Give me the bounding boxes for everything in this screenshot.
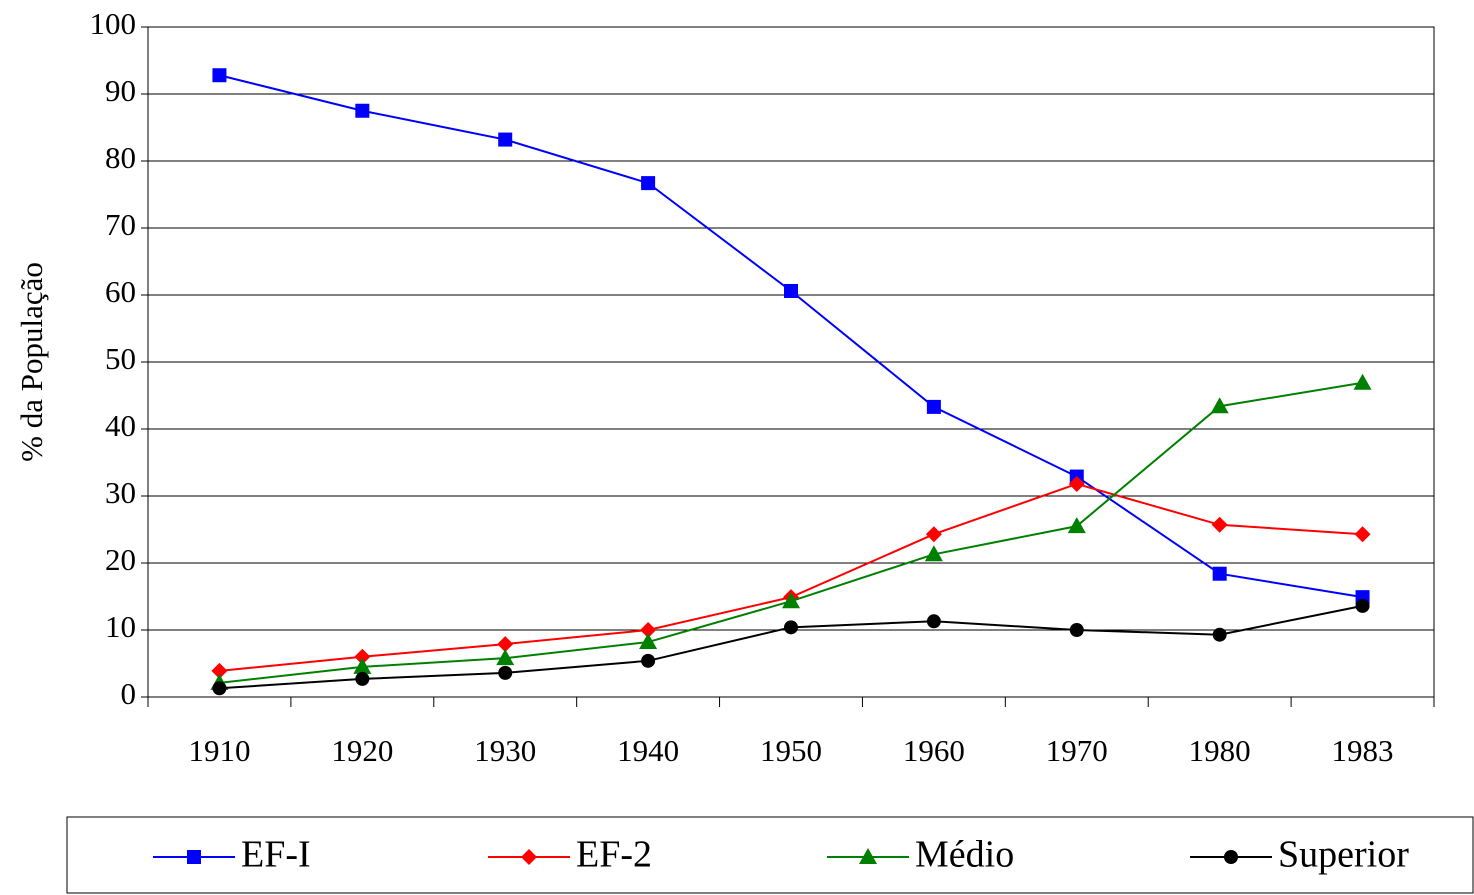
series-line: [219, 482, 1363, 672]
marker: [859, 848, 877, 864]
y-tick-label: 40: [105, 408, 136, 443]
y-tick-label: 50: [105, 341, 136, 376]
y-tick-label: 20: [105, 542, 136, 577]
y-tick-label: 80: [105, 140, 136, 175]
x-tick-label: 1960: [903, 733, 965, 768]
marker: [498, 665, 513, 680]
marker: [498, 132, 513, 147]
marker: [497, 636, 514, 653]
series-line: [219, 74, 1363, 599]
marker: [782, 592, 800, 609]
series-line: [219, 604, 1363, 690]
marker: [1224, 850, 1238, 864]
marker: [496, 649, 515, 666]
marker: [924, 545, 943, 562]
x-tick-label: 1980: [1189, 733, 1251, 768]
x-tick-label: 1930: [474, 733, 536, 768]
legend-box: [66, 816, 1474, 894]
marker: [926, 399, 941, 414]
marker: [355, 103, 370, 118]
y-axis-label: % da População: [14, 262, 49, 462]
marker: [211, 662, 228, 679]
y-tick-label: 30: [105, 475, 136, 510]
marker: [784, 620, 798, 635]
marker: [640, 622, 657, 638]
marker: [212, 68, 227, 83]
x-tick-label: 1940: [617, 733, 679, 768]
marker: [925, 526, 942, 543]
marker: [1210, 397, 1229, 414]
marker: [353, 657, 372, 674]
y-tick-label: 100: [90, 6, 137, 41]
marker: [1211, 516, 1228, 533]
y-tick-label: 10: [105, 609, 136, 644]
marker: [1355, 598, 1370, 613]
legend-label: EF-I: [241, 834, 311, 876]
legend-label: Médio: [915, 834, 1014, 876]
y-tick-label: 90: [105, 73, 136, 108]
legend-label: EF-2: [576, 834, 652, 876]
marker: [355, 671, 370, 686]
x-tick-label: 1910: [188, 733, 250, 768]
marker: [784, 283, 798, 298]
series-line: [219, 381, 1363, 684]
marker: [354, 648, 371, 665]
marker: [641, 653, 656, 668]
x-tick-label: 1970: [1046, 733, 1108, 768]
marker: [1068, 475, 1085, 492]
y-tick-label: 60: [105, 274, 136, 309]
y-tick-label: 70: [105, 207, 136, 242]
marker: [1212, 627, 1227, 642]
marker: [521, 849, 537, 865]
marker: [641, 176, 656, 191]
marker: [1067, 517, 1086, 534]
marker: [1353, 373, 1372, 390]
legend-label: Superior: [1278, 834, 1409, 876]
marker: [1069, 623, 1084, 637]
plot-border: [147, 26, 1435, 698]
marker: [639, 633, 658, 650]
x-tick-label: 1920: [331, 733, 393, 768]
marker: [1354, 526, 1371, 543]
marker: [212, 681, 227, 696]
x-tick-label: 1950: [760, 733, 822, 768]
marker: [187, 850, 201, 864]
y-tick-label: 0: [121, 676, 137, 711]
x-tick-label: 1983: [1332, 733, 1394, 768]
marker: [926, 614, 941, 629]
marker: [1212, 566, 1227, 581]
